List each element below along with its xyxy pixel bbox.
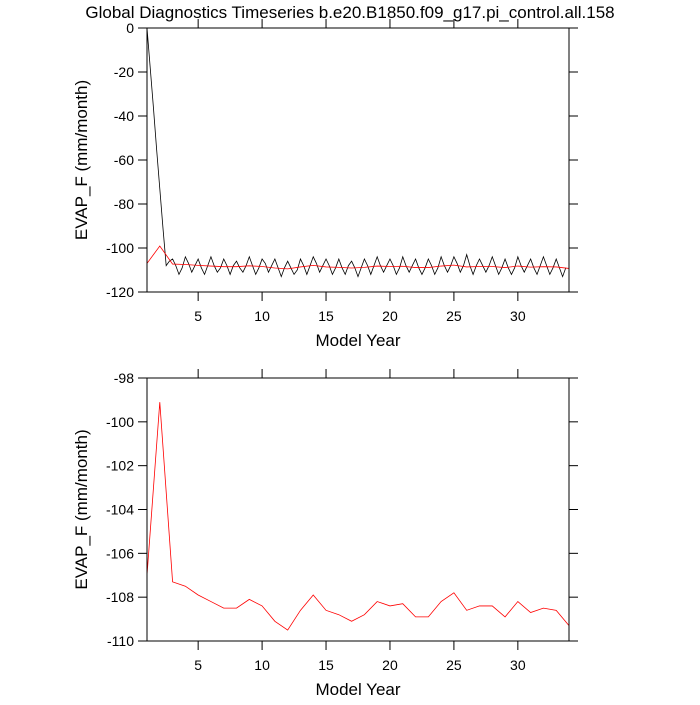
plot-frame <box>146 27 570 293</box>
x-tick-label: 20 <box>382 308 398 324</box>
y-tick-label: -80 <box>114 196 134 212</box>
y-tick-label: -98 <box>114 370 134 386</box>
y-tick-label: -20 <box>114 64 134 80</box>
x-tick-label: 20 <box>382 657 398 673</box>
x-tick-label: 25 <box>446 657 462 673</box>
data-line <box>147 245 569 270</box>
x-axis-label: Model Year <box>315 331 400 350</box>
y-tick-label: -104 <box>106 502 134 518</box>
y-tick-label: -100 <box>106 240 134 256</box>
x-tick-label: 30 <box>510 308 526 324</box>
y-tick-label: -106 <box>106 545 134 561</box>
data-line <box>147 28 567 278</box>
y-tick-label: -110 <box>107 633 134 649</box>
x-tick-label: 5 <box>194 308 202 324</box>
y-tick-label: -108 <box>106 589 134 605</box>
y-tick-label: -60 <box>114 152 134 168</box>
y-axis-label: EVAP_F (mm/month) <box>72 80 91 240</box>
y-tick-label: -102 <box>106 458 134 474</box>
chart-title: Global Diagnostics Timeseries b.e20.B185… <box>85 3 614 22</box>
y-axis-label: EVAP_F (mm/month) <box>72 429 91 589</box>
data-line <box>147 402 569 631</box>
x-axis-label: Model Year <box>315 680 400 699</box>
x-tick-label: 30 <box>510 657 526 673</box>
x-tick-label: 5 <box>194 657 202 673</box>
y-tick-label: -100 <box>106 414 134 430</box>
x-tick-label: 10 <box>254 308 270 324</box>
x-tick-label: 25 <box>446 308 462 324</box>
y-tick-label: -40 <box>114 108 134 124</box>
x-tick-label: 10 <box>254 657 270 673</box>
x-tick-label: 15 <box>318 308 334 324</box>
y-tick-label: 0 <box>126 20 134 36</box>
x-tick-label: 15 <box>318 657 334 673</box>
y-tick-label: -120 <box>106 284 134 300</box>
